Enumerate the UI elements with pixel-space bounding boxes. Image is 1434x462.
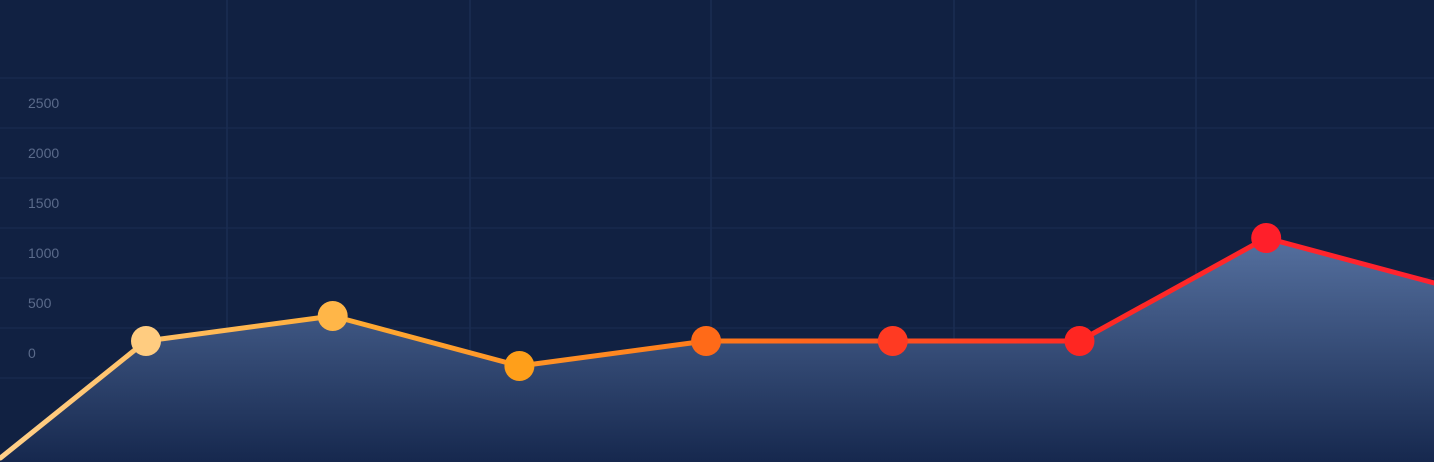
data-point [504,351,535,381]
y-tick-label: 1500 [28,195,59,211]
data-point [131,326,161,356]
y-tick-label: 1000 [28,245,59,261]
data-point [1064,326,1095,356]
data-point [1251,223,1282,253]
y-tick-label: 2500 [28,95,59,111]
y-tick-label: 0 [28,345,36,361]
data-point [877,326,908,356]
y-tick-label: 2000 [28,145,59,161]
data-point [691,326,722,356]
y-tick-label: 500 [28,295,52,311]
data-point [317,301,348,331]
series-markers [131,223,1282,381]
y-axis-ticks: 2500 2000 1500 1000 500 0 [28,95,59,361]
